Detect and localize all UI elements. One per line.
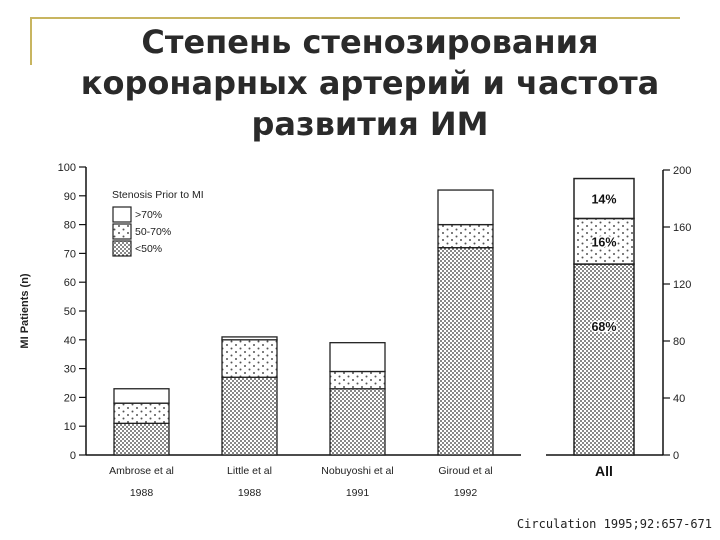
- all-category-label: All: [595, 463, 613, 479]
- legend-label: <50%: [135, 243, 162, 255]
- bar-segment-70: [221, 336, 278, 341]
- legend-swatch: [112, 240, 132, 257]
- y-tick-label: 50: [64, 306, 76, 318]
- legend-label: >70%: [135, 209, 162, 221]
- bar-segment-5070: [113, 402, 170, 424]
- slide-title: Степень стенозирования коронарных артери…: [60, 22, 680, 145]
- y-tick-label: 30: [64, 364, 76, 376]
- bar-segment-70: [113, 388, 170, 404]
- x-tick-year: 1992: [454, 487, 478, 499]
- right-y-tick-label: 80: [673, 336, 685, 348]
- y-tick-label: 60: [64, 277, 76, 289]
- y-tick-label: 10: [64, 421, 76, 433]
- right-y-tick-label: 40: [673, 393, 685, 405]
- bar-segment-70: [329, 342, 386, 373]
- all-percent-label: 68%: [591, 320, 616, 334]
- y-tick-label: 0: [70, 450, 76, 462]
- title-frame-top: [30, 17, 680, 19]
- bar-segment-5070: [329, 370, 386, 390]
- right-y-tick-label: 120: [673, 279, 691, 291]
- bar-segment-70: [437, 189, 494, 226]
- x-tick-label: Ambrose et al: [109, 465, 174, 477]
- bar-segment-5070: [437, 223, 494, 249]
- bar-segment-50: [437, 246, 494, 456]
- x-tick-year: 1991: [346, 487, 370, 499]
- right-y-tick-label: 0: [673, 450, 679, 462]
- all-percent-label: 14%: [591, 193, 616, 207]
- x-tick-year: 1988: [238, 487, 262, 499]
- bar-segment-5070: [221, 339, 278, 378]
- bar-segment-50: [221, 376, 278, 456]
- x-tick-label: Giroud et al: [438, 465, 492, 477]
- y-tick-label: 90: [64, 191, 76, 203]
- right-y-tick-label: 200: [673, 165, 691, 177]
- bar-segment-50: [329, 388, 386, 456]
- legend-label: 50-70%: [135, 226, 171, 238]
- x-tick-label: Little et al: [227, 465, 272, 477]
- all-bar-segment: [573, 217, 635, 265]
- y-tick-label: 20: [64, 392, 76, 404]
- all-bar-segment: [573, 263, 635, 456]
- y-axis-title: MI Patients (n): [19, 273, 31, 349]
- title-frame-left: [30, 17, 32, 65]
- all-bar-segment: [573, 177, 635, 220]
- y-tick-label: 80: [64, 220, 76, 232]
- slide-title-line-2: коронарных артерий и частота: [80, 64, 660, 102]
- slide-title-line-1: Степень стенозирования: [141, 23, 599, 61]
- y-tick-label: 40: [64, 335, 76, 347]
- all-percent-label: 16%: [591, 235, 616, 249]
- x-tick-year: 1988: [130, 487, 154, 499]
- right-y-tick-label: 160: [673, 222, 691, 234]
- y-tick-label: 100: [58, 162, 76, 174]
- y-tick-label: 70: [64, 248, 76, 260]
- x-tick-label: Nobuyoshi et al: [321, 465, 393, 477]
- legend-swatch: [112, 223, 132, 240]
- bar-segment-50: [113, 422, 170, 456]
- citation: Circulation 1995;92:657-671: [516, 517, 712, 531]
- legend-swatch: [112, 206, 132, 223]
- slide-title-line-3: развития ИМ: [251, 105, 489, 143]
- legend-title: Stenosis Prior to MI: [112, 189, 204, 201]
